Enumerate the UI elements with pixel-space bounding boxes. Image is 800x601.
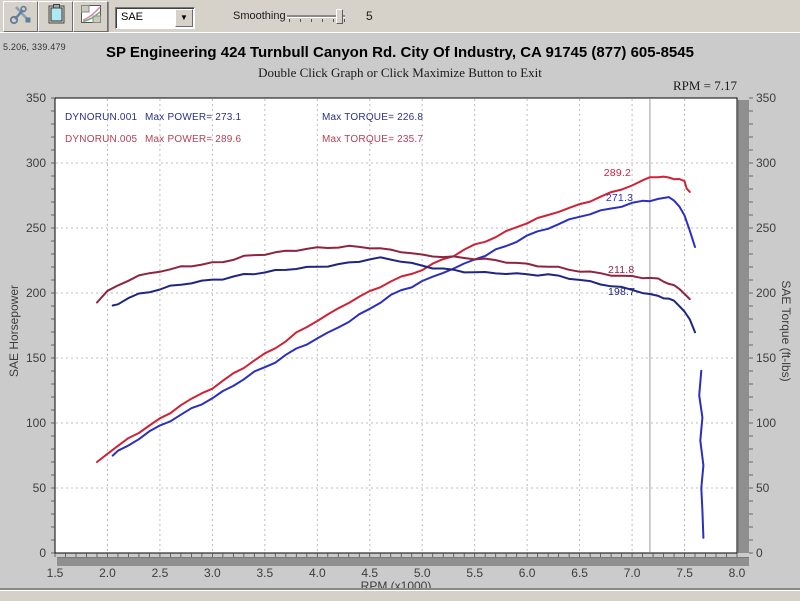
series-dynorun-005-torque (96, 244, 691, 304)
x-tick-label: 7.5 (676, 566, 693, 580)
tools-icon (9, 3, 33, 30)
series-dynorun-001-torque (111, 256, 696, 334)
legend-run-name: DYNORUN.005 (65, 134, 138, 145)
curve-value-label: 271.3 (605, 191, 634, 204)
horizontal-scrollbar[interactable] (57, 557, 749, 566)
x-axis-title: RPM (x1000) (360, 579, 432, 593)
x-tick-label: 3.0 (204, 566, 221, 580)
graph-overlay-icon (79, 3, 103, 30)
y-tick-label-right: 0 (756, 546, 763, 560)
graph-panel: 5.206, 339.479 SP Engineering 424 Turnbu… (0, 32, 800, 593)
legend-max-power: Max POWER= 289.6 (145, 134, 242, 145)
curve-value-label: 198.7 (607, 285, 636, 298)
y-tick-label-left: 350 (25, 91, 46, 105)
smoothing-slider-track[interactable] (287, 15, 345, 17)
legend-run-name: DYNORUN.001 (65, 112, 138, 123)
smoothing-slider-thumb[interactable] (336, 9, 343, 24)
y-tick-label-left: 150 (25, 351, 46, 365)
legend-row-dynorun-001: DYNORUN.001 Max POWER= 273.1 Max TORQUE=… (65, 112, 545, 124)
chevron-down-icon[interactable]: ▼ (175, 9, 193, 27)
dyno-chart[interactable] (0, 33, 800, 591)
series-dynorun-001-power-tail (698, 369, 705, 539)
x-tick-label: 3.5 (256, 566, 274, 580)
graph-title: SP Engineering 424 Turnbull Canyon Rd. C… (106, 44, 694, 61)
tools-button[interactable] (3, 1, 38, 32)
correction-dropdown-value: SAE (121, 11, 144, 23)
legend-max-torque: Max TORQUE= 226.8 (322, 112, 424, 123)
legend-max-power: Max POWER= 273.1 (145, 112, 242, 123)
clipboard-icon (44, 3, 68, 30)
x-tick-label: 4.0 (308, 566, 326, 580)
x-tick-label: 7.0 (623, 566, 641, 580)
y-tick-label-left: 250 (25, 221, 46, 235)
plot-area[interactable] (54, 97, 738, 554)
correction-dropdown[interactable]: SAE ▼ (115, 7, 195, 29)
series-dynorun-001-power (111, 196, 696, 457)
window-bottom-edge (0, 590, 800, 601)
legend-max-torque: Max TORQUE= 235.7 (322, 134, 424, 145)
y-tick-label-left: 0 (39, 546, 46, 560)
x-tick-label: 4.5 (361, 566, 379, 580)
x-tick-label: 5.5 (466, 566, 484, 580)
x-tick-label: 6.5 (571, 566, 588, 580)
x-tick-label: 2.5 (151, 566, 169, 580)
smoothing-label: Smoothing (233, 10, 286, 22)
y-tick-label-right: 150 (756, 351, 777, 365)
clipboard-button[interactable] (38, 1, 73, 32)
y-tick-label-right: 350 (756, 91, 777, 105)
y-tick-label-left: 200 (25, 286, 46, 300)
y-tick-label-right: 50 (756, 481, 770, 495)
y-axis-title-right: SAE Torque (ft-lbs) (779, 280, 793, 382)
smoothing-value: 5 (366, 9, 373, 23)
graph-overlay-button[interactable] (73, 1, 108, 32)
x-tick-label: 6.0 (518, 566, 536, 580)
y-tick-label-left: 50 (32, 481, 46, 495)
x-tick-label: 1.5 (46, 566, 64, 580)
x-tick-label: 2.0 (99, 566, 116, 580)
x-tick-label: 5.0 (413, 566, 431, 580)
y-tick-label-left: 300 (25, 156, 46, 170)
toolbar: SAE ▼ Smoothing 5 (0, 0, 800, 33)
y-tick-label-right: 250 (756, 221, 777, 235)
y-axis-title-left: SAE Horsepower (7, 284, 21, 378)
graph-subtitle: Double Click Graph or Click Maximize But… (258, 65, 542, 80)
curve-value-label: 211.8 (607, 264, 635, 276)
smoothing-slider-ticks (289, 19, 345, 22)
y-tick-label-left: 100 (25, 416, 46, 430)
y-tick-label-right: 200 (756, 286, 777, 300)
cursor-coordinates: 5.206, 339.479 (3, 42, 66, 52)
curve-value-label: 289.2 (603, 166, 632, 179)
y-tick-label-right: 100 (756, 416, 777, 430)
legend-row-dynorun-005: DYNORUN.005 Max POWER= 289.6 Max TORQUE=… (65, 134, 545, 146)
vertical-scrollbar[interactable] (738, 100, 749, 553)
rpm-readout: RPM = 7.17 (672, 78, 737, 93)
y-tick-label-right: 300 (756, 156, 777, 170)
x-tick-label: 8.0 (728, 566, 746, 580)
series-dynorun-005-power (96, 175, 691, 463)
